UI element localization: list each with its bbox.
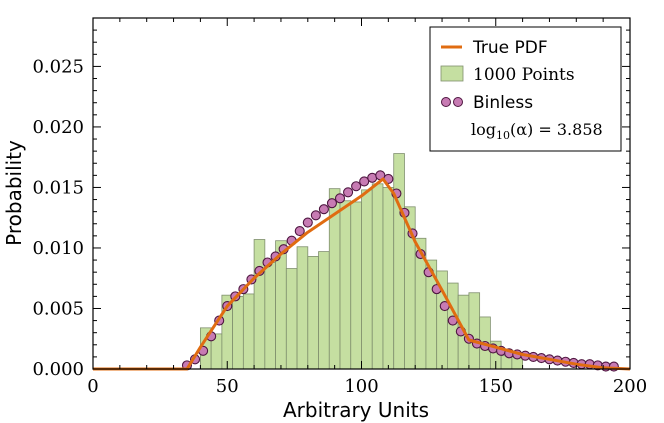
alpha-subscript: 10 [496, 129, 510, 142]
alpha-value-text: (α) = 3.858 [510, 120, 603, 139]
legend-binless-label: Binless [473, 93, 533, 113]
binless-point [310, 210, 321, 221]
true-pdf-line [93, 177, 631, 371]
legend-binless-dot [441, 97, 451, 107]
histogram-bar [361, 189, 373, 370]
y-tick-labels: 0.000 0.005 0.010 0.015 0.020 0.025 [32, 56, 84, 380]
x-tick-label: 0 [87, 376, 98, 397]
x-tick-label: 150 [479, 376, 513, 397]
binless-point [318, 204, 329, 215]
binless-point [294, 225, 305, 237]
y-tick-label: 0.020 [32, 117, 84, 138]
histogram-bar [242, 293, 255, 370]
histogram-bar [447, 282, 459, 370]
histogram-bar [350, 201, 362, 370]
x-tick-label: 200 [613, 376, 647, 397]
histogram-bar [382, 187, 395, 370]
legend-binless-dot [453, 97, 463, 107]
histogram-bar [318, 251, 330, 370]
histogram-bar [339, 200, 352, 370]
x-axis-title: Arbitrary Units [283, 398, 429, 422]
histogram-bar [468, 292, 481, 370]
histogram-bar [253, 239, 266, 370]
binless-point [302, 217, 313, 228]
histogram-bars [199, 153, 523, 370]
binless-point [326, 198, 338, 209]
histogram-bar [232, 295, 244, 370]
y-tick-label: 0.000 [32, 359, 84, 380]
x-tick-label: 50 [216, 376, 239, 397]
binless-point [343, 187, 354, 198]
y-tick-label: 0.025 [32, 56, 84, 77]
y-axis-title: Probability [2, 140, 26, 246]
legend-pdf-label: True PDF [472, 38, 548, 58]
binless-point [359, 176, 370, 187]
histogram-bar [393, 153, 405, 370]
alpha-log-text: log [471, 120, 496, 139]
axis-ticks [92, 17, 631, 370]
legend: True PDF 1000 Points Binless log10(α) = … [429, 26, 622, 152]
histogram-bar [371, 183, 384, 370]
y-tick-label: 0.015 [32, 177, 84, 198]
legend-alpha-annotation: log10(α) = 3.858 [471, 120, 603, 142]
histogram-bar [307, 256, 319, 370]
x-tick-label: 100 [344, 376, 378, 397]
x-tick-labels: 0 50 100 150 200 [87, 376, 647, 397]
histogram-bar [285, 268, 298, 370]
histogram-bar [296, 246, 309, 370]
binless-point [334, 193, 346, 204]
y-tick-label: 0.010 [32, 238, 84, 259]
binless-point [351, 181, 362, 192]
y-tick-label: 0.005 [32, 298, 84, 319]
histogram-bar [264, 262, 276, 370]
legend-hist-label: 1000 Points [473, 65, 575, 85]
legend-hist-swatch [440, 65, 464, 82]
